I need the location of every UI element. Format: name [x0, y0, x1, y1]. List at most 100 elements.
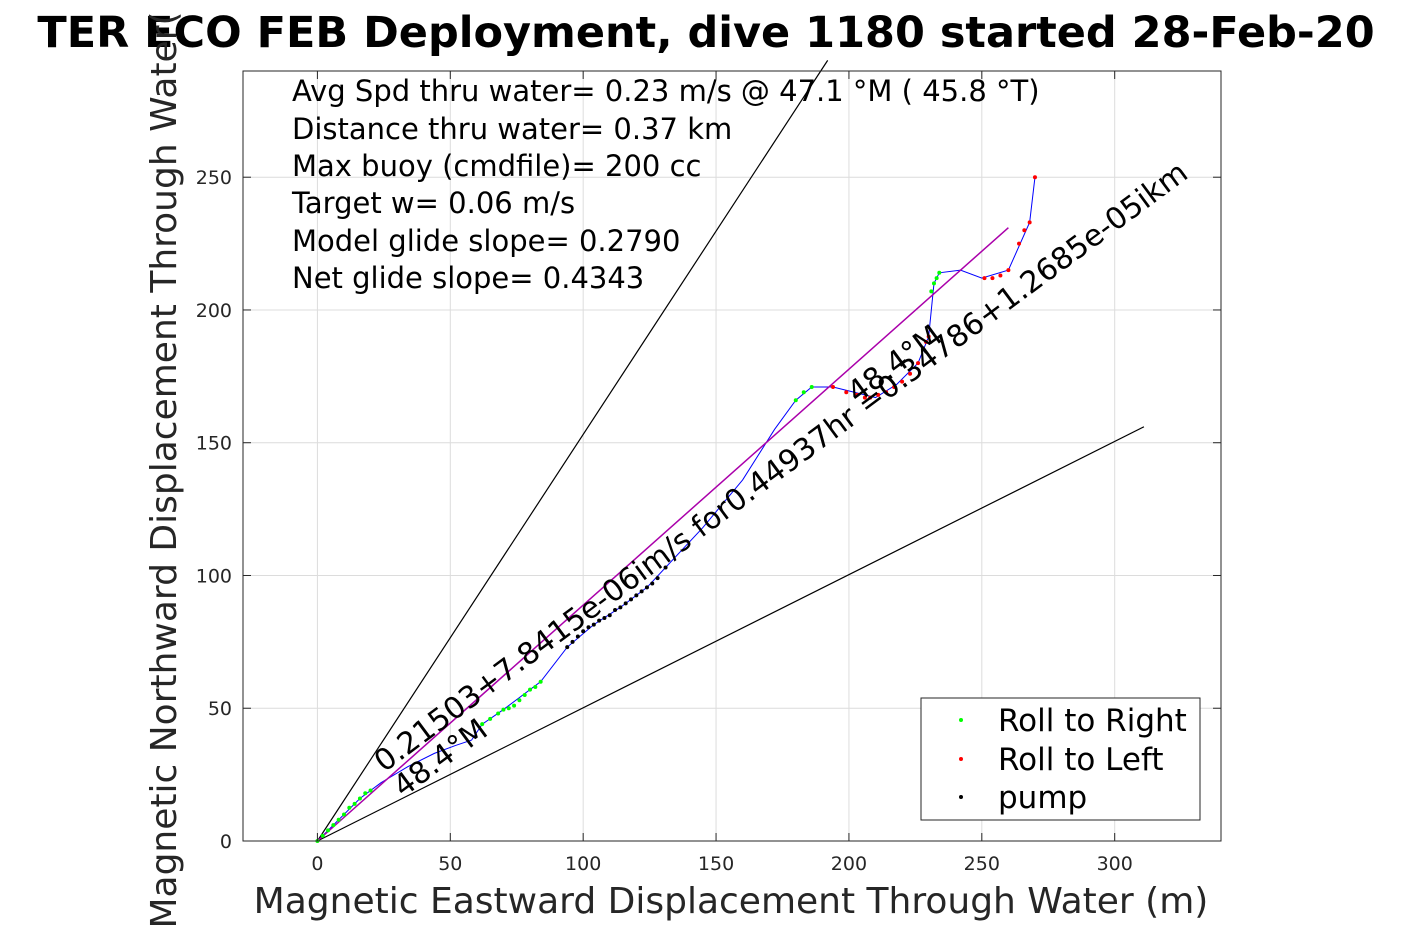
- pump-point: [655, 576, 660, 581]
- roll-to-right-point: [528, 687, 533, 692]
- roll-to-right-point: [363, 791, 368, 796]
- pump-point: [634, 593, 639, 598]
- info-max-buoy: Max buoy (cmdfile)= 200 cc: [292, 149, 701, 183]
- roll-to-right-point: [793, 398, 798, 403]
- y-tick-label: 150: [196, 433, 232, 455]
- roll-to-right-point: [934, 276, 939, 281]
- fit-line: [316, 227, 1009, 842]
- x-axis-label: Magnetic Eastward Displacement Through W…: [254, 881, 1209, 922]
- heading-envelope-line-0: [316, 60, 829, 842]
- info-model-glide-slope: Model glide slope= 0.2790: [292, 224, 680, 258]
- roll-to-right-point: [331, 823, 336, 828]
- roll-to-right-point: [496, 711, 501, 716]
- roll-to-right-point: [488, 716, 493, 721]
- roll-to-right-point: [538, 679, 543, 684]
- roll-to-left-point: [900, 379, 905, 384]
- legend-label-roll-right: Roll to Right: [998, 703, 1187, 739]
- roll-to-right-point: [357, 796, 362, 801]
- roll-to-left-point: [854, 392, 859, 397]
- pump-point: [581, 629, 586, 634]
- roll-to-left-point: [1006, 268, 1011, 273]
- roll-to-left-point: [1027, 220, 1032, 225]
- roll-to-left-point: [1022, 228, 1027, 233]
- pump-point: [629, 597, 634, 602]
- roll-to-right-point: [336, 817, 341, 822]
- roll-to-left-point: [1032, 175, 1037, 180]
- heading-envelope-line-1: [317, 426, 1145, 842]
- pump-point: [618, 605, 623, 610]
- pump-point: [623, 601, 628, 606]
- pump-point: [607, 613, 612, 618]
- legend-label-roll-left: Roll to Left: [998, 742, 1164, 778]
- chart-title: TER ECO FEB Deployment, dive 1180 starte…: [37, 8, 1374, 58]
- roll-to-right-point: [929, 289, 934, 294]
- roll-to-left-point: [830, 384, 835, 389]
- roll-to-right-point: [512, 703, 517, 708]
- pump-point: [597, 618, 602, 623]
- x-tick-label: 200: [831, 853, 867, 875]
- roll-to-right-point: [368, 788, 373, 793]
- pump-point: [650, 581, 655, 586]
- y-tick-label: 0: [220, 831, 232, 853]
- roll-to-left-point: [884, 390, 889, 395]
- roll-to-left-point: [876, 392, 881, 397]
- roll-to-right-point: [320, 833, 325, 838]
- roll-to-right-point: [501, 707, 506, 712]
- legend-marker-roll-right: [959, 718, 963, 722]
- x-tick-label: 250: [964, 853, 1000, 875]
- y-tick-label: 200: [196, 300, 232, 322]
- info-distance: Distance thru water= 0.37 km: [292, 112, 732, 146]
- roll-to-right-point: [533, 685, 538, 689]
- pump-point: [591, 622, 596, 627]
- roll-to-right-point: [522, 692, 527, 697]
- pump-point: [602, 615, 607, 620]
- legend-label-pump: pump: [998, 780, 1087, 816]
- info-net-glide-slope: Net glide slope= 0.4343: [292, 261, 644, 295]
- y-tick-label: 250: [196, 167, 232, 189]
- roll-to-left-point: [892, 384, 897, 389]
- pump-point: [586, 625, 591, 630]
- roll-to-right-point: [326, 828, 331, 833]
- info-target-w: Target w= 0.06 m/s: [291, 186, 575, 220]
- roll-to-left-point: [924, 339, 929, 344]
- x-tick-label: 50: [438, 853, 462, 875]
- roll-to-left-point: [868, 395, 873, 400]
- roll-to-right-point: [517, 698, 522, 703]
- pump-point: [663, 565, 668, 570]
- pump-point: [613, 608, 618, 612]
- legend-marker-pump: [959, 795, 963, 799]
- roll-to-right-point: [506, 706, 511, 711]
- roll-to-left-point: [998, 273, 1003, 278]
- legend-box: [920, 697, 1201, 821]
- roll-to-left-point: [990, 276, 995, 281]
- axes-frame: [242, 70, 1222, 842]
- roll-to-left-point: [916, 361, 921, 366]
- roll-to-left-point: [862, 395, 867, 400]
- pump-point: [639, 589, 644, 594]
- legend: Roll to Right Roll to Left pump: [920, 697, 1201, 821]
- info-avg-speed: Avg Spd thru water= 0.23 m/s @ 47.1 °M (…: [292, 74, 1040, 108]
- roll-to-right-point: [347, 805, 352, 810]
- roll-to-right-point: [801, 390, 806, 395]
- roll-to-right-point: [480, 722, 485, 727]
- pump-point: [565, 645, 570, 650]
- roll-to-right-point: [931, 281, 936, 286]
- y-tick-label: 100: [196, 565, 232, 587]
- x-tick-label: 100: [565, 853, 601, 875]
- y-axis-label: Magnetic Northward Displacement Through …: [144, 11, 185, 928]
- roll-to-left-point: [926, 334, 931, 339]
- x-tick-label: 300: [1097, 853, 1133, 875]
- pump-point: [575, 634, 580, 639]
- x-tick-label: 150: [698, 853, 734, 875]
- roll-to-right-point: [352, 801, 357, 806]
- roll-to-left-point: [844, 390, 849, 395]
- roll-to-left-point: [1017, 241, 1022, 246]
- y-tick-label: 50: [208, 698, 232, 720]
- roll-to-right-point: [937, 270, 942, 275]
- roll-to-left-point: [908, 371, 913, 376]
- roll-to-right-point: [809, 384, 814, 389]
- pump-point: [644, 585, 649, 590]
- roll-to-left-point: [982, 276, 987, 281]
